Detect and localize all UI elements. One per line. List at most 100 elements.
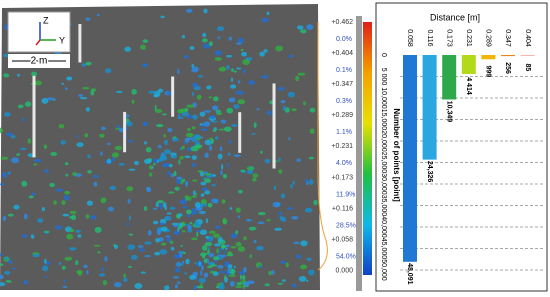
cloud-point xyxy=(189,46,195,50)
cloud-point xyxy=(63,279,66,284)
cloud-point xyxy=(191,155,197,160)
cloud-point xyxy=(116,124,120,129)
cloud-point xyxy=(208,252,215,258)
cloud-point xyxy=(288,137,291,141)
cloud-point xyxy=(64,256,73,261)
y-tick-label: 45,000 xyxy=(380,238,387,260)
cloud-point xyxy=(220,119,227,124)
cloud-point xyxy=(191,195,198,198)
cloud-point xyxy=(163,134,166,138)
chart-title: Distance [m] xyxy=(430,12,480,22)
cloud-point xyxy=(43,144,48,150)
value-label: 10,349 xyxy=(445,101,452,123)
cloud-point xyxy=(200,128,208,131)
cloud-point xyxy=(3,270,11,275)
cloud-point xyxy=(238,189,243,194)
cloud-point xyxy=(69,228,75,233)
cloud-point xyxy=(241,51,248,57)
cloud-point xyxy=(192,271,199,277)
cloud-point xyxy=(225,247,228,251)
cloud-point xyxy=(300,264,308,270)
cloud-point xyxy=(65,173,69,177)
cloud-point xyxy=(154,251,161,256)
cloud-point xyxy=(227,163,230,168)
cloud-point xyxy=(259,51,265,57)
cloud-point xyxy=(249,254,252,258)
cloud-point xyxy=(126,186,134,192)
cloud-point xyxy=(153,207,158,210)
cloud-point xyxy=(109,185,117,190)
scale-label: 2 m xyxy=(31,56,48,67)
cloud-point xyxy=(228,274,236,277)
cloud-point xyxy=(227,152,231,156)
scale-label: +0.231 xyxy=(331,143,353,150)
cloud-point xyxy=(236,67,242,70)
cloud-gap xyxy=(78,24,82,63)
cloud-point xyxy=(226,65,230,70)
cloud-point xyxy=(127,244,136,251)
cloud-point xyxy=(156,123,164,128)
y-tick-label: 10,000 xyxy=(380,87,387,109)
cloud-point xyxy=(306,181,309,185)
cloud-point xyxy=(183,205,188,209)
cloud-point xyxy=(140,271,146,274)
category-label: 0.404 xyxy=(524,29,531,47)
cloud-point xyxy=(175,267,181,273)
cloud-point xyxy=(100,151,103,156)
cloud-point xyxy=(207,265,213,269)
cloud-point xyxy=(217,236,223,243)
cloud-point xyxy=(157,158,163,162)
cloud-point xyxy=(203,110,212,113)
cloud-point xyxy=(128,168,136,171)
cloud-point xyxy=(170,247,175,251)
cloud-point xyxy=(219,254,228,257)
cloud-point xyxy=(191,237,198,241)
cloud-point xyxy=(211,184,216,187)
cloud-point xyxy=(204,152,209,158)
cloud-point xyxy=(178,213,183,217)
cloud-point xyxy=(157,144,162,149)
cloud-point xyxy=(176,176,183,180)
cloud-point xyxy=(128,140,134,143)
cloud-point xyxy=(220,281,224,288)
cloud-point xyxy=(192,114,198,120)
cloud-point xyxy=(191,210,198,215)
cloud-point xyxy=(280,260,287,264)
cloud-point xyxy=(257,212,266,216)
cloud-point xyxy=(192,82,199,88)
cloud-point xyxy=(198,277,207,284)
cloud-point xyxy=(185,181,188,187)
cloud-point xyxy=(179,222,183,227)
cloud-point xyxy=(97,13,100,17)
cloud-point xyxy=(237,246,245,252)
cloud-point xyxy=(134,160,139,166)
cloud-point xyxy=(182,251,186,255)
cloud-point xyxy=(273,185,276,190)
cloud-point xyxy=(166,91,173,95)
cloud-point xyxy=(23,213,28,220)
cloud-point xyxy=(212,271,219,276)
cloud-point xyxy=(306,257,312,261)
cloud-point xyxy=(234,70,237,73)
cloud-point xyxy=(218,250,221,254)
cloud-point xyxy=(214,57,222,61)
bar xyxy=(481,55,496,60)
cloud-point xyxy=(207,261,215,266)
cloud-point xyxy=(167,128,173,132)
cloud-point xyxy=(235,90,244,95)
cloud-point xyxy=(219,270,227,274)
cloud-point xyxy=(192,179,198,182)
cloud-point xyxy=(64,87,68,90)
cloud-point xyxy=(191,91,194,97)
cloud-point xyxy=(114,244,118,249)
scale-percentage: 0.3% xyxy=(336,98,352,105)
cloud-point xyxy=(8,260,13,264)
cloud-point xyxy=(180,245,183,247)
cloud-point xyxy=(260,75,269,79)
value-label: 85 xyxy=(524,63,531,71)
scale-percentage: 0.1% xyxy=(336,67,352,74)
cloud-point xyxy=(37,218,44,223)
cloud-point xyxy=(198,261,202,267)
cloud-point xyxy=(77,234,82,238)
cloud-point xyxy=(296,158,301,162)
